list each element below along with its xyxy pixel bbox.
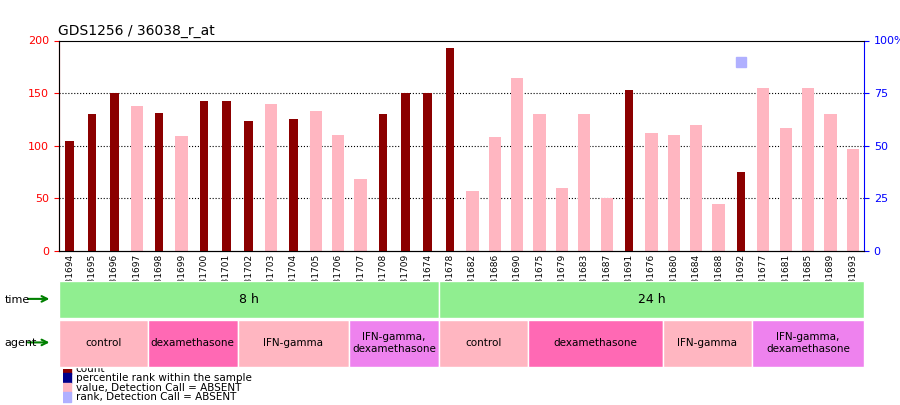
Bar bbox=[847, 149, 859, 251]
Bar bbox=[511, 79, 523, 251]
Text: IFN-gamma,
dexamethasone: IFN-gamma, dexamethasone bbox=[766, 333, 850, 354]
Text: GDS1256 / 36038_r_at: GDS1256 / 36038_r_at bbox=[58, 24, 215, 38]
Text: percentile rank within the sample: percentile rank within the sample bbox=[76, 373, 251, 384]
Text: agent: agent bbox=[4, 338, 37, 348]
Text: control: control bbox=[465, 338, 502, 348]
Text: dexamethasone: dexamethasone bbox=[554, 338, 637, 348]
Bar bbox=[265, 104, 277, 251]
Bar bbox=[155, 113, 164, 251]
Bar bbox=[757, 88, 770, 251]
Bar bbox=[625, 90, 634, 251]
Bar bbox=[446, 48, 454, 251]
Text: value, Detection Call = ABSENT: value, Detection Call = ABSENT bbox=[76, 382, 241, 392]
Bar bbox=[332, 135, 345, 251]
Bar bbox=[355, 179, 366, 251]
Bar bbox=[713, 204, 725, 251]
Bar bbox=[534, 114, 545, 251]
Bar bbox=[379, 114, 387, 251]
Bar bbox=[779, 128, 792, 251]
Text: 8 h: 8 h bbox=[238, 293, 258, 306]
Bar bbox=[110, 93, 119, 251]
Text: count: count bbox=[76, 364, 105, 374]
Bar bbox=[200, 100, 208, 251]
Text: IFN-gamma: IFN-gamma bbox=[264, 338, 323, 348]
Bar bbox=[289, 119, 298, 251]
Text: dexamethasone: dexamethasone bbox=[151, 338, 235, 348]
Bar bbox=[802, 88, 814, 251]
Text: IFN-gamma,
dexamethasone: IFN-gamma, dexamethasone bbox=[352, 333, 436, 354]
Bar bbox=[578, 114, 590, 251]
Bar bbox=[401, 93, 410, 251]
Bar bbox=[600, 198, 613, 251]
Bar bbox=[736, 172, 745, 251]
Text: IFN-gamma: IFN-gamma bbox=[678, 338, 737, 348]
Bar bbox=[466, 191, 479, 251]
Bar bbox=[489, 137, 501, 251]
Bar bbox=[423, 93, 432, 251]
Bar bbox=[645, 133, 658, 251]
Bar bbox=[245, 121, 253, 251]
Bar bbox=[176, 136, 188, 251]
Bar bbox=[556, 188, 568, 251]
Bar bbox=[690, 125, 702, 251]
Bar bbox=[66, 141, 74, 251]
Bar bbox=[668, 135, 680, 251]
Bar bbox=[824, 114, 837, 251]
Text: 24 h: 24 h bbox=[637, 293, 665, 306]
Text: time: time bbox=[4, 295, 30, 305]
Text: control: control bbox=[86, 338, 122, 348]
Bar bbox=[130, 106, 143, 251]
Bar bbox=[310, 111, 322, 251]
Bar bbox=[222, 100, 230, 251]
Text: rank, Detection Call = ABSENT: rank, Detection Call = ABSENT bbox=[76, 392, 236, 402]
Bar bbox=[88, 114, 96, 251]
